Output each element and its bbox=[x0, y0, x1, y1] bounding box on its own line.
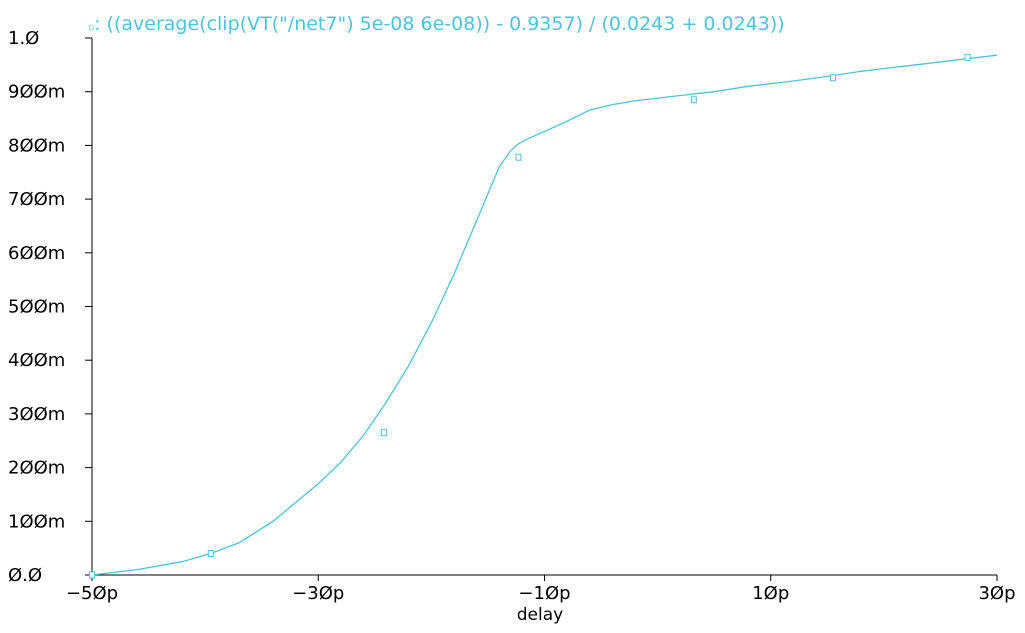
chart-title-text: : ((average(clip(VT("/net7") 5e-08 6e-08… bbox=[94, 13, 785, 35]
series-point-marker bbox=[380, 429, 387, 437]
series-point-marker bbox=[515, 153, 522, 161]
chart-title: ▫: ((average(clip(VT("/net7") 5e-08 6e-0… bbox=[88, 13, 785, 35]
x-tick-label: −3Øp bbox=[292, 583, 344, 604]
y-tick-label: 7ØØm bbox=[8, 189, 65, 210]
title-layer: ▫: ((average(clip(VT("/net7") 5e-08 6e-0… bbox=[88, 13, 785, 35]
x-tick-label: −5Øp bbox=[66, 583, 118, 604]
axes: Ø.Ø 1ØØm 2ØØm 3ØØm 4ØØm 5ØØm 6ØØm 7ØØm 8ØØm 9ØØm 1… bbox=[8, 28, 1016, 604]
x-tick-label: 1Øp bbox=[752, 583, 789, 604]
x-tick-label: −1Øp bbox=[518, 583, 570, 604]
trace-marker-icon: ▫ bbox=[88, 23, 94, 33]
x-axis-label: delay bbox=[517, 605, 563, 625]
series-point-marker bbox=[89, 571, 95, 579]
series-point-marker bbox=[207, 550, 214, 558]
series-point-marker bbox=[964, 53, 971, 61]
series-line bbox=[91, 54, 998, 576]
y-tick-label: 3ØØm bbox=[8, 404, 65, 425]
y-tick-label: Ø.Ø bbox=[8, 565, 42, 586]
series-point-marker bbox=[690, 96, 697, 104]
y-tick-label: 4ØØm bbox=[8, 350, 65, 371]
x-tick-label: 3Øp bbox=[978, 583, 1015, 604]
y-tick-label: 2ØØm bbox=[8, 458, 65, 479]
series-layer bbox=[89, 53, 998, 579]
y-tick-label: 8ØØm bbox=[8, 135, 65, 156]
y-tick-label: 1ØØm bbox=[8, 511, 65, 532]
y-tick-label: 6ØØm bbox=[8, 243, 65, 264]
series-point-marker bbox=[829, 74, 836, 82]
y-tick-label: 1.Ø bbox=[8, 28, 39, 49]
y-tick-label: 9ØØm bbox=[8, 82, 65, 103]
y-tick-label: 5ØØm bbox=[8, 297, 65, 318]
